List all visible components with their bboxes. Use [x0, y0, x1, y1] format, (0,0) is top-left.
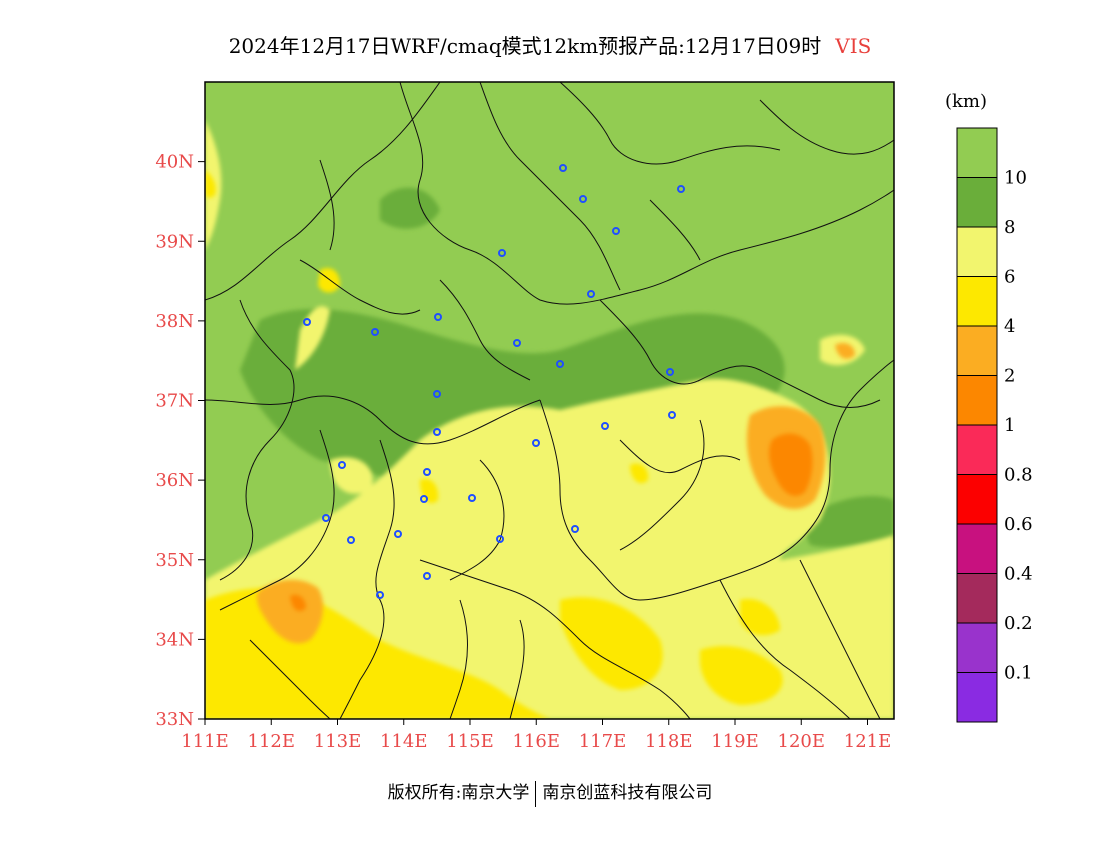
city-marker: [601, 422, 609, 430]
colorbar-level-label: 1: [1004, 415, 1015, 436]
lon-tick-label: 111E: [181, 731, 229, 752]
lat-tick-label: 36N: [155, 470, 194, 491]
boundary-lines: [205, 82, 894, 719]
city-marker: [433, 390, 441, 398]
colorbar-swatch: [956, 127, 998, 178]
chart-title: 2024年12月17日WRF/cmaq模式12km预报产品:12月17日09时 V…: [0, 30, 1100, 59]
lon-tick-label: 115E: [446, 731, 494, 752]
colorbar-level-label: 0.6: [1004, 514, 1033, 535]
city-marker: [322, 514, 330, 522]
colorbar-level-label: 0.2: [1004, 613, 1033, 634]
colorbar-level-label: 0.1: [1004, 663, 1033, 684]
lat-tick-label: 37N: [155, 391, 194, 412]
lon-tick-label: 113E: [314, 731, 362, 752]
colorbar-swatch: [956, 474, 998, 525]
colorbar-swatch: [956, 424, 998, 475]
city-marker: [559, 164, 567, 172]
lat-tick-label: 33N: [155, 709, 194, 730]
copyright-left: 版权所有:南京大学: [387, 783, 530, 803]
city-marker: [420, 495, 428, 503]
city-marker: [612, 227, 620, 235]
lon-tick-label: 120E: [778, 731, 826, 752]
lat-tick-label: 40N: [155, 152, 194, 173]
city-marker: [496, 535, 504, 543]
city-marker: [338, 461, 346, 469]
colorbar-unit: (km): [945, 91, 987, 112]
city-marker: [666, 368, 674, 376]
visibility-field: [205, 82, 894, 719]
city-marker: [556, 360, 564, 368]
lon-tick-label: 116E: [513, 731, 561, 752]
lon-tick-label: 121E: [844, 731, 892, 752]
city-marker: [423, 572, 431, 580]
copyright-divider: [535, 780, 537, 807]
colorbar-swatch: [956, 226, 998, 277]
colorbar-level-label: 10: [1004, 168, 1027, 189]
city-marker: [513, 339, 521, 347]
lon-tick-label: 112E: [248, 731, 296, 752]
lat-tick-label: 38N: [155, 311, 194, 332]
longitude-axis: 111E 112E 113E 114E 115E 116E 117E 118E 119E 120E…: [181, 719, 891, 752]
city-marker: [394, 530, 402, 538]
city-marker: [433, 428, 441, 436]
lon-tick-label: 119E: [711, 731, 759, 752]
colorbar-swatch: [956, 672, 998, 723]
field-vis-1-2: [290, 433, 813, 612]
lon-tick-label: 118E: [645, 731, 693, 752]
city-marker: [376, 591, 384, 599]
city-marker: [498, 249, 506, 257]
colorbar-swatch: [956, 177, 998, 228]
latitude-axis: 40N 39N 38N 37N 36N 35N 34N 33N: [155, 152, 205, 730]
colorbar-swatch: [956, 622, 998, 673]
city-marker: [571, 525, 579, 533]
colorbar-swatch: [956, 573, 998, 624]
lat-tick-label: 34N: [155, 629, 194, 650]
lon-tick-label: 117E: [579, 731, 627, 752]
city-marker: [303, 318, 311, 326]
title-main: 2024年12月17日WRF/cmaq模式12km预报产品:12月17日09时: [228, 34, 822, 58]
colorbar: 10 8 6 4 2 1 0.8 0.6 0.4 0.2 0.1: [956, 127, 1033, 723]
colorbar-swatch: [956, 276, 998, 327]
colorbar-level-label: 6: [1004, 267, 1015, 288]
city-markers: [303, 164, 685, 599]
city-marker: [587, 290, 595, 298]
city-marker: [423, 468, 431, 476]
copyright: 版权所有:南京大学 南京创蓝科技有限公司: [0, 778, 1100, 807]
colorbar-swatch: [956, 375, 998, 426]
lat-tick-label: 35N: [155, 550, 194, 571]
title-variable: VIS: [835, 34, 872, 58]
city-marker: [434, 313, 442, 321]
city-marker: [668, 411, 676, 419]
colorbar-level-label: 4: [1004, 316, 1015, 337]
colorbar-swatch: [956, 325, 998, 376]
colorbar-level-label: 0.4: [1004, 564, 1033, 585]
city-marker: [677, 185, 685, 193]
city-marker: [532, 439, 540, 447]
colorbar-swatch: [956, 523, 998, 574]
city-marker: [347, 536, 355, 544]
city-marker: [468, 494, 476, 502]
lat-tick-label: 39N: [155, 231, 194, 252]
colorbar-level-label: 8: [1004, 217, 1015, 238]
lon-tick-label: 114E: [380, 731, 428, 752]
copyright-right: 南京创蓝科技有限公司: [542, 783, 713, 803]
city-marker: [579, 195, 587, 203]
colorbar-level-label: 0.8: [1004, 465, 1033, 486]
colorbar-level-label: 2: [1004, 366, 1015, 387]
city-marker: [371, 328, 379, 336]
